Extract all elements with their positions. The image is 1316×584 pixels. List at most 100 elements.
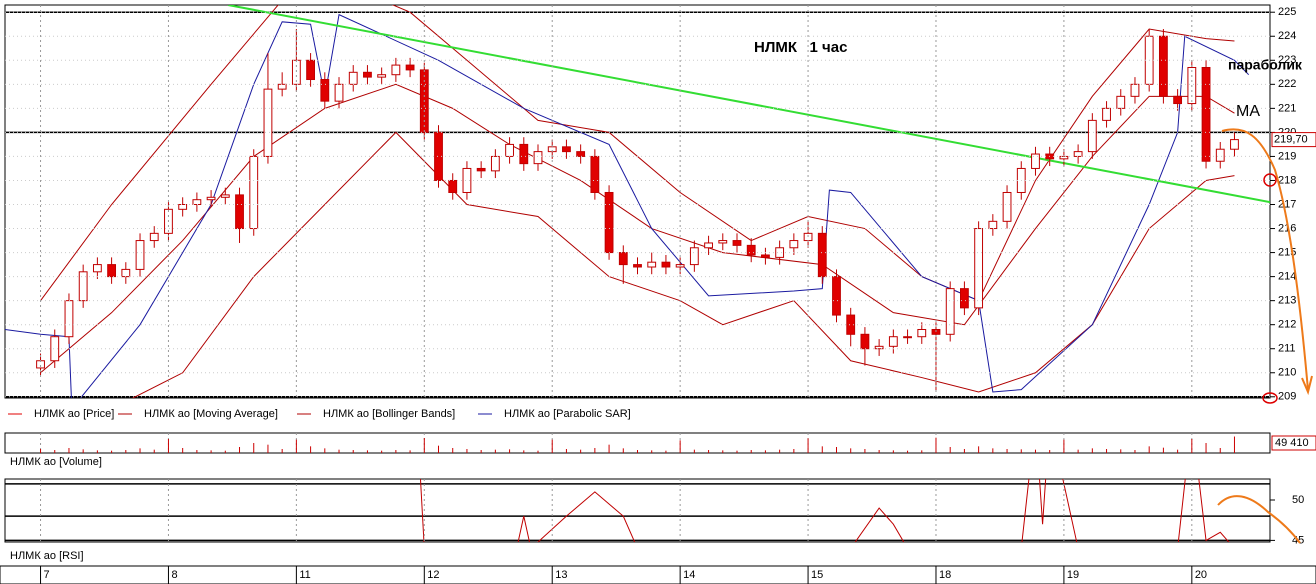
candle-body: [1073, 151, 1083, 157]
annotation: параболик: [1228, 57, 1303, 73]
y-tick-label: 209: [1278, 391, 1296, 403]
candle-body: [1002, 191, 1012, 222]
candle-body: [903, 336, 912, 339]
y-tick-label: 214: [1278, 271, 1296, 283]
candle-body: [363, 71, 372, 78]
candle-body: [860, 333, 870, 350]
price-marker: [1271, 132, 1316, 148]
x-tick-label: 7: [44, 569, 50, 581]
y-tick-label: 218: [1278, 174, 1296, 186]
target-circle: [1263, 173, 1277, 187]
legend-label: НЛМК ао [Bollinger Bands]: [323, 408, 455, 420]
legend-label: НЛМК ао [Price]: [34, 408, 114, 420]
x-tick-label: 15: [811, 569, 823, 581]
candle-body: [92, 264, 102, 273]
y-tick-label: 223: [1278, 54, 1296, 66]
candle-body: [206, 196, 216, 201]
y-tick-label: 211: [1278, 343, 1296, 355]
y-tick-label: 50: [1292, 494, 1304, 506]
candle-body: [505, 143, 514, 157]
candle-body: [1158, 35, 1168, 97]
candle-body: [775, 247, 785, 258]
candle-body: [974, 228, 984, 309]
candle-body: [64, 300, 74, 338]
rsi-line: [419, 479, 1230, 542]
x-tick-label: 19: [1067, 569, 1079, 581]
indicator-line: [40, 5, 1235, 302]
candle-body: [249, 155, 259, 230]
candle-body: [874, 345, 884, 350]
y-tick-label: 222: [1278, 78, 1296, 90]
candle-body: [277, 83, 287, 90]
annotation: МА: [1236, 103, 1260, 120]
candle-body: [533, 151, 543, 165]
chart-title: НЛМК 1 час: [754, 39, 847, 56]
candle-body: [405, 64, 415, 71]
y-tick-label: 221: [1278, 102, 1296, 114]
legend-label: НЛМК ао [Moving Average]: [144, 408, 278, 420]
candle-body: [1087, 119, 1097, 153]
y-tick-label: 225: [1278, 6, 1296, 18]
candle-body: [1130, 83, 1140, 97]
y-tick-label: 217: [1278, 198, 1296, 210]
forecast-curve: [1221, 128, 1309, 391]
trend-line: [227, 5, 1270, 204]
legend-label: НЛМК ао [Parabolic SAR]: [504, 408, 631, 420]
candle-body: [263, 88, 273, 157]
price-marker-label: 219,70: [1274, 134, 1308, 146]
candle-body: [192, 199, 202, 206]
candle-body: [490, 155, 500, 172]
candle-body: [135, 240, 145, 270]
candle-body: [107, 264, 117, 278]
x-tick-label: 20: [1195, 569, 1207, 581]
candle-body: [960, 288, 969, 309]
candle-body: [306, 59, 315, 81]
forecast-arrow: [1301, 375, 1313, 396]
forecast-curve: [1217, 495, 1301, 544]
candle-body: [462, 167, 472, 193]
candle-body: [576, 151, 586, 157]
candle-body: [888, 336, 898, 347]
candle-body: [704, 242, 713, 249]
volume-marker-label: 49 410: [1275, 437, 1309, 449]
candle-body: [590, 155, 600, 193]
candle-body: [761, 254, 770, 258]
candle-body: [78, 271, 88, 302]
candle-body: [50, 336, 60, 362]
candle-body: [1102, 107, 1111, 121]
candle-body: [348, 71, 358, 85]
candle-body: [519, 143, 529, 165]
candle-body: [1116, 95, 1126, 109]
candle-body: [817, 232, 827, 278]
candle-body: [178, 204, 188, 210]
date-axis: [0, 565, 1316, 584]
candle-body: [917, 328, 927, 338]
candle-body: [789, 240, 799, 249]
panel-title: НЛМК ао [Volume]: [10, 456, 102, 468]
x-tick-label: 11: [299, 569, 310, 581]
candle-body: [448, 179, 458, 193]
candle-body: [121, 268, 131, 278]
candle-body: [732, 240, 742, 246]
x-tick-label: 14: [683, 569, 695, 581]
candle-body: [1201, 66, 1211, 162]
y-tick-label: 212: [1278, 319, 1296, 331]
y-tick-label: 213: [1278, 295, 1296, 307]
x-tick-label: 8: [171, 569, 177, 581]
candle-body: [689, 247, 699, 266]
rsi-plot: [5, 479, 1270, 542]
candle-body: [661, 261, 671, 268]
candle-body: [718, 240, 728, 244]
candle-body: [832, 276, 841, 316]
y-tick-label: 224: [1278, 30, 1296, 42]
y-tick-label: 219: [1278, 150, 1296, 162]
candle-body: [647, 261, 657, 268]
candle-body: [562, 146, 571, 153]
candle-body: [746, 244, 756, 256]
candle-body: [220, 194, 230, 198]
candle-body: [377, 74, 387, 78]
candle-body: [988, 220, 998, 230]
candle-body: [945, 288, 955, 335]
volume-marker: [1271, 435, 1316, 451]
